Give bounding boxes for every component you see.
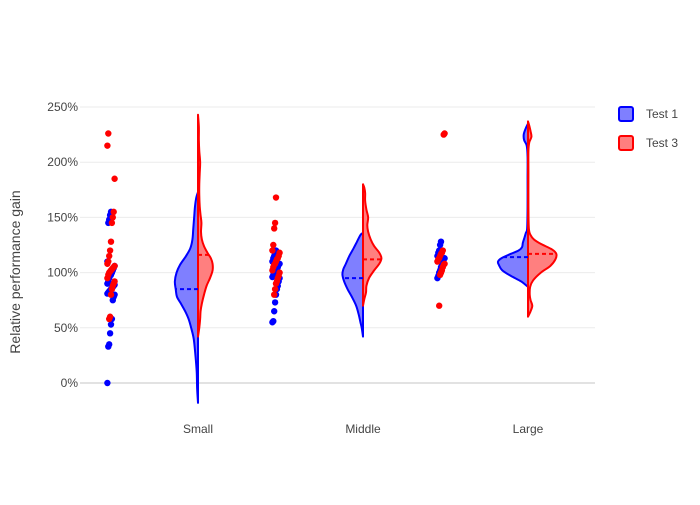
legend-label: Test 1 — [646, 107, 678, 121]
data-point[interactable] — [439, 247, 446, 254]
data-point[interactable] — [270, 241, 277, 249]
data-point[interactable] — [106, 247, 114, 254]
data-point[interactable] — [441, 260, 448, 267]
x-tick-label: Small — [183, 422, 213, 436]
data-point[interactable] — [107, 238, 115, 245]
data-point[interactable] — [271, 225, 278, 232]
y-tick-label: 0% — [61, 376, 79, 390]
data-point[interactable] — [104, 142, 111, 149]
data-point[interactable] — [107, 291, 115, 298]
data-point[interactable] — [105, 258, 112, 265]
gridlines — [80, 106, 595, 384]
data-point[interactable] — [111, 278, 118, 285]
data-point[interactable] — [111, 175, 118, 182]
data-point[interactable] — [110, 208, 117, 216]
data-point[interactable] — [437, 238, 445, 245]
violin-test-3-large[interactable] — [527, 120, 558, 318]
data-point[interactable] — [106, 341, 113, 348]
violin-test-1-small[interactable] — [173, 191, 199, 404]
data-point[interactable] — [272, 194, 280, 201]
x-axis: Small Middle Large — [183, 422, 544, 436]
data-point[interactable] — [271, 308, 278, 315]
y-tick-label: 250% — [47, 100, 78, 114]
violins — [173, 113, 558, 404]
data-point[interactable] — [111, 262, 118, 270]
data-point[interactable] — [104, 379, 111, 387]
data-point[interactable] — [271, 299, 279, 306]
data-point[interactable] — [271, 285, 279, 293]
data-point[interactable] — [105, 130, 112, 137]
y-tick-label: 150% — [47, 210, 78, 224]
data-points — [104, 130, 448, 387]
data-point[interactable] — [108, 219, 116, 227]
x-tick-label: Large — [513, 422, 544, 436]
y-tick-label: 50% — [54, 321, 78, 335]
violin-test-1-middle[interactable] — [341, 231, 364, 338]
legend-item-test-1[interactable]: Test 1 — [618, 106, 678, 122]
data-point[interactable] — [109, 214, 117, 221]
data-point[interactable] — [271, 291, 278, 298]
legend-swatch — [618, 135, 634, 151]
legend-swatch — [618, 106, 634, 122]
data-point[interactable] — [106, 330, 114, 337]
legend-item-test-3[interactable]: Test 3 — [618, 135, 678, 151]
data-point[interactable] — [436, 302, 443, 309]
y-tick-label: 200% — [47, 155, 78, 169]
violin-test-1-large[interactable] — [496, 122, 529, 288]
x-tick-label: Middle — [345, 422, 381, 436]
mean-lines — [175, 252, 557, 291]
data-point[interactable] — [441, 130, 448, 137]
data-point[interactable] — [276, 249, 283, 256]
y-axis: 0% 50% 100% 150% 200% 250% — [47, 100, 78, 390]
legend: Test 1 Test 3 — [618, 106, 678, 151]
data-point[interactable] — [269, 247, 276, 254]
violin-test-3-middle[interactable] — [362, 183, 383, 307]
legend-label: Test 3 — [646, 136, 678, 150]
violin-test-3-small[interactable] — [197, 113, 214, 338]
data-point[interactable] — [271, 219, 279, 227]
data-point[interactable] — [106, 313, 114, 320]
data-point[interactable] — [106, 252, 113, 260]
data-point[interactable] — [270, 317, 277, 325]
data-point[interactable] — [107, 321, 115, 328]
data-point[interactable] — [276, 269, 283, 276]
y-axis-title: Relative performance gain — [7, 190, 23, 353]
y-tick-label: 100% — [47, 266, 78, 280]
